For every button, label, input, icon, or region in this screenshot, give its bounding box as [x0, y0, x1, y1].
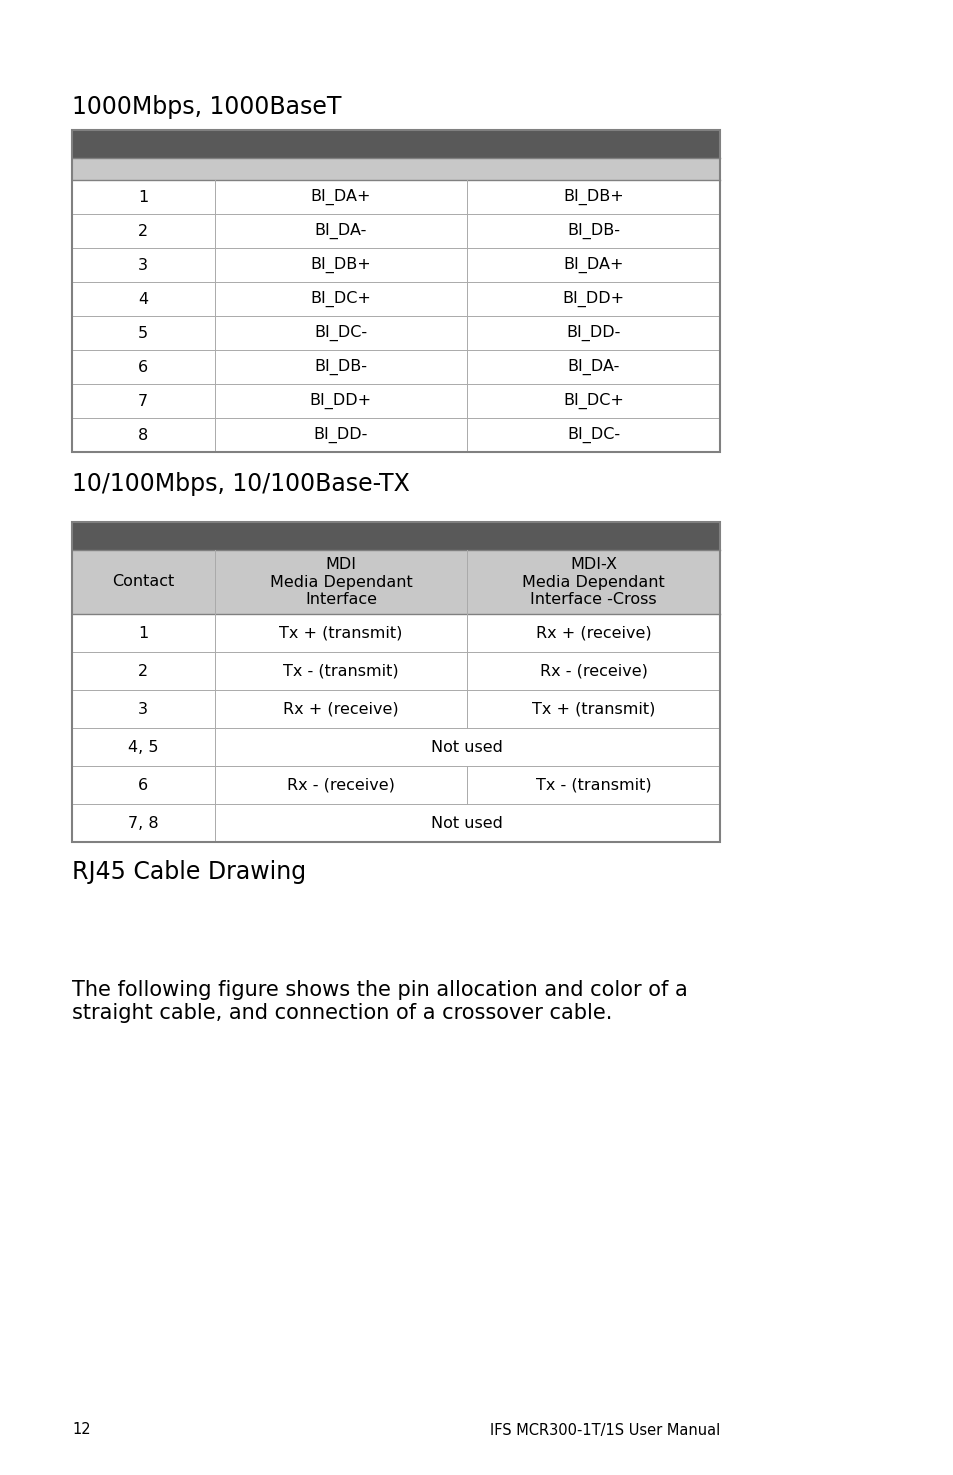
Text: 4: 4 [138, 292, 148, 307]
Text: Contact: Contact [112, 574, 174, 590]
Text: 1: 1 [138, 625, 149, 640]
Text: BI_DD+: BI_DD+ [310, 392, 372, 409]
Text: BI_DD+: BI_DD+ [562, 291, 624, 307]
Text: Rx - (receive): Rx - (receive) [287, 777, 395, 792]
Bar [71, 130, 720, 451]
Text: MDI
Media Dependant
Interface: MDI Media Dependant Interface [270, 558, 412, 606]
Text: Rx - (receive): Rx - (receive) [539, 664, 647, 678]
Text: BI_DB-: BI_DB- [566, 223, 619, 239]
Text: Tx - (transmit): Tx - (transmit) [283, 664, 398, 678]
Text: Rx + (receive): Rx + (receive) [536, 625, 651, 640]
Bar [71, 550, 720, 614]
Text: 12: 12 [71, 1422, 91, 1438]
Text: BI_DD-: BI_DD- [314, 426, 368, 442]
Bar [71, 690, 720, 729]
Bar [71, 282, 720, 316]
Text: BI_DB+: BI_DB+ [311, 257, 371, 273]
Bar [71, 180, 720, 214]
Text: BI_DD-: BI_DD- [566, 324, 620, 341]
Bar [71, 766, 720, 804]
Bar [71, 158, 720, 180]
Text: BI_DC-: BI_DC- [566, 426, 619, 442]
Text: Not used: Not used [431, 816, 502, 830]
Text: MDI-X
Media Dependant
Interface -Cross: MDI-X Media Dependant Interface -Cross [521, 558, 664, 606]
Bar [71, 522, 720, 550]
Text: 6: 6 [138, 360, 148, 375]
Bar [71, 214, 720, 248]
Text: BI_DA+: BI_DA+ [311, 189, 371, 205]
Text: 5: 5 [138, 326, 148, 341]
Text: BI_DB+: BI_DB+ [562, 189, 623, 205]
Text: 1: 1 [138, 189, 149, 205]
Text: Not used: Not used [431, 739, 502, 755]
Text: Tx - (transmit): Tx - (transmit) [536, 777, 651, 792]
Text: 2: 2 [138, 224, 148, 239]
Text: 7, 8: 7, 8 [128, 816, 158, 830]
Bar [71, 248, 720, 282]
Bar [71, 652, 720, 690]
Text: 3: 3 [138, 258, 148, 273]
Text: Tx + (transmit): Tx + (transmit) [279, 625, 402, 640]
Text: 2: 2 [138, 664, 148, 678]
Text: 6: 6 [138, 777, 148, 792]
Bar [71, 522, 720, 842]
Text: Rx + (receive): Rx + (receive) [283, 702, 398, 717]
Text: BI_DC-: BI_DC- [314, 324, 367, 341]
Bar [71, 130, 720, 158]
Bar [71, 729, 720, 766]
Text: 3: 3 [138, 702, 148, 717]
Bar [71, 316, 720, 350]
Text: RJ45 Cable Drawing: RJ45 Cable Drawing [71, 860, 306, 884]
Text: IFS MCR300-1T/1S User Manual: IFS MCR300-1T/1S User Manual [489, 1422, 720, 1438]
Bar [71, 614, 720, 652]
Bar [71, 350, 720, 384]
Text: Tx + (transmit): Tx + (transmit) [532, 702, 655, 717]
Text: 8: 8 [138, 428, 149, 442]
Text: BI_DB-: BI_DB- [314, 358, 367, 375]
Text: BI_DC+: BI_DC+ [562, 392, 623, 409]
Text: BI_DA-: BI_DA- [314, 223, 367, 239]
Bar [71, 384, 720, 417]
Text: The following figure shows the pin allocation and color of a
straight cable, and: The following figure shows the pin alloc… [71, 979, 687, 1024]
Text: 7: 7 [138, 394, 148, 409]
Bar [71, 417, 720, 451]
Text: BI_DC+: BI_DC+ [310, 291, 371, 307]
Text: 1000Mbps, 1000BaseT: 1000Mbps, 1000BaseT [71, 94, 341, 119]
Bar [71, 804, 720, 842]
Text: BI_DA+: BI_DA+ [563, 257, 623, 273]
Text: BI_DA-: BI_DA- [567, 358, 619, 375]
Text: 10/100Mbps, 10/100Base-TX: 10/100Mbps, 10/100Base-TX [71, 472, 410, 496]
Text: 4, 5: 4, 5 [128, 739, 158, 755]
